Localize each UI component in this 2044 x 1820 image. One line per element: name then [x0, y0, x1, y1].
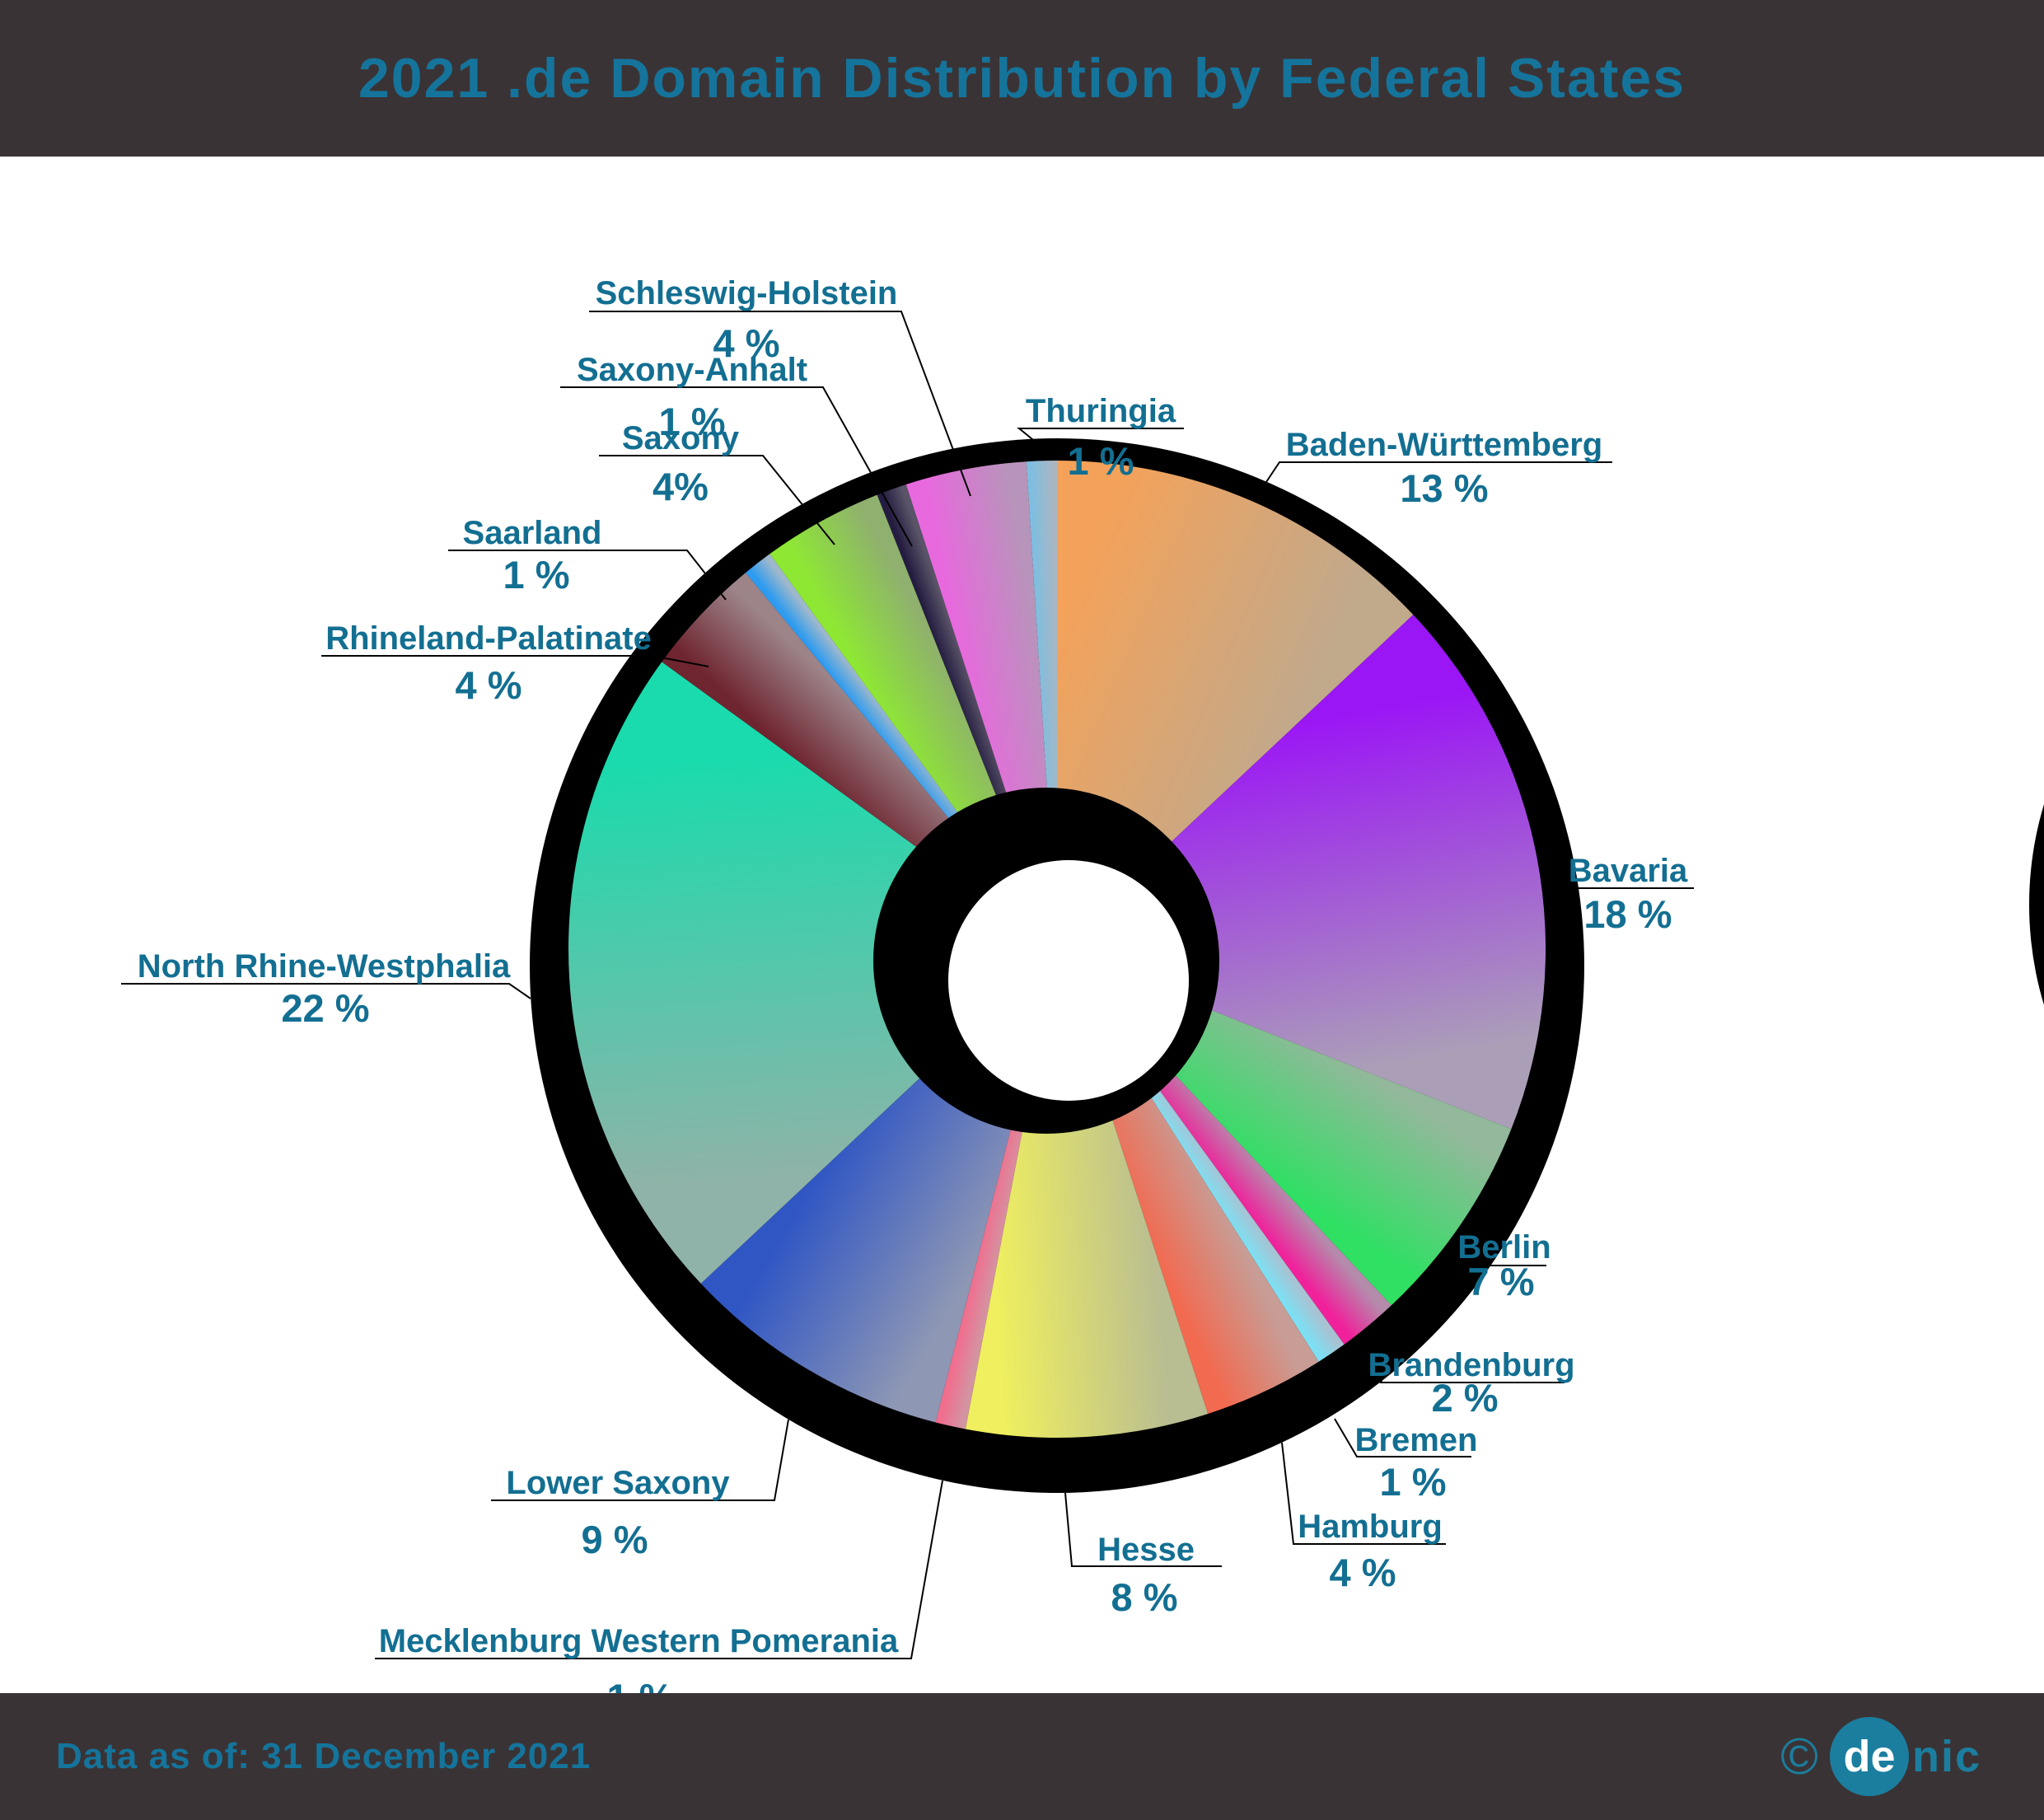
- slice-leader-line: [375, 1480, 943, 1659]
- slice-name-label: Rhineland-Palatinate: [325, 620, 652, 657]
- slice-leader-line: [491, 1419, 789, 1501]
- header-bar: 2021 .de Domain Distribution by Federal …: [0, 0, 2044, 157]
- slice-name-label: Saxony: [622, 420, 740, 456]
- slice-name-label: Baden-Württemberg: [1286, 427, 1602, 463]
- slice-name-label: Schleswig-Holstein: [596, 275, 898, 311]
- slice-leader-line: [1334, 1418, 1471, 1457]
- slice-leader-line: [1281, 1442, 1446, 1545]
- slice-pct-label: 1 %: [1380, 1460, 1447, 1504]
- slice-leader-line: [589, 311, 971, 497]
- slice-leader-line: [560, 386, 913, 547]
- data-as-of-note: Data as of: 31 December 2021: [56, 1736, 592, 1776]
- slice-pct-label: 18 %: [1583, 892, 1672, 936]
- slice-pct-label: 4 %: [1330, 1551, 1396, 1594]
- slice-name-label: Bavaria: [1569, 853, 1688, 889]
- slice-leader-line: [1470, 1247, 1546, 1266]
- slice-leader-line: [1064, 1492, 1222, 1567]
- pie-slice-north-rhine-westphalia: [568, 662, 1057, 1284]
- slice-leader-line: [121, 983, 531, 999]
- slice-pct-label: 4 %: [713, 321, 780, 365]
- slice-pct-label: 1 %: [1068, 439, 1134, 483]
- slice-leader-line: [321, 655, 709, 667]
- slice-leader-line: [1265, 461, 1612, 483]
- slice-name-label: North Rhine-Westphalia: [138, 948, 511, 985]
- slice-name-label: Bremen: [1355, 1422, 1478, 1458]
- slice-pct-label: 7 %: [1468, 1260, 1535, 1303]
- slice-pct-label: 13 %: [1400, 466, 1488, 510]
- slice-pct-label: 1 %: [659, 400, 726, 443]
- slice-pct-label: 4%: [652, 465, 709, 508]
- slice-name-label: Saarland: [463, 515, 602, 551]
- pie-slice-bavaria: [1057, 615, 1546, 1130]
- partial-next-chart: [2029, 804, 2044, 1005]
- slice-pct-label: 22 %: [281, 986, 369, 1030]
- slice-leader-line: [1379, 1354, 1565, 1383]
- denic-logo: © de nic: [1780, 1717, 1981, 1796]
- slice-name-label: Hamburg: [1298, 1509, 1443, 1545]
- slice-name-label: Hesse: [1097, 1532, 1195, 1568]
- slice-leader-line: [599, 455, 835, 545]
- footer-bar: Data as of: 31 December 2021 © de nic: [0, 1693, 2044, 1820]
- slice-leader-line: [1017, 428, 1184, 447]
- slice-name-label: Lower Saxony: [506, 1465, 730, 1501]
- slice-pct-label: 8 %: [1111, 1575, 1178, 1619]
- slice-pct-label: 1 %: [503, 553, 570, 597]
- denic-logo-circle: de: [1829, 1717, 1909, 1796]
- slice-name-label: Saxony-Anhalt: [577, 352, 807, 388]
- slice-pct-label: 2 %: [1432, 1376, 1499, 1420]
- denic-logo-de: de: [1843, 1732, 1896, 1781]
- slice-name-label: Thuringia: [1026, 393, 1176, 429]
- slice-leader-line: [448, 550, 727, 601]
- page-title: 2021 .de Domain Distribution by Federal …: [358, 47, 1686, 110]
- slice-pct-label: 9 %: [582, 1518, 648, 1561]
- slice-name-label: Berlin: [1457, 1229, 1551, 1266]
- record-center-hole: [948, 860, 1189, 1101]
- pie-slice-hesse: [965, 949, 1209, 1439]
- slice-name-label: Mecklenburg Western Pomerania: [379, 1623, 899, 1659]
- slice-name-label: Brandenburg: [1368, 1347, 1574, 1383]
- copyright-icon: ©: [1780, 1728, 1818, 1785]
- slice-pct-label: 4 %: [456, 663, 522, 707]
- denic-logo-nic: nic: [1911, 1732, 1981, 1781]
- slice-leader-line: [1562, 866, 1694, 889]
